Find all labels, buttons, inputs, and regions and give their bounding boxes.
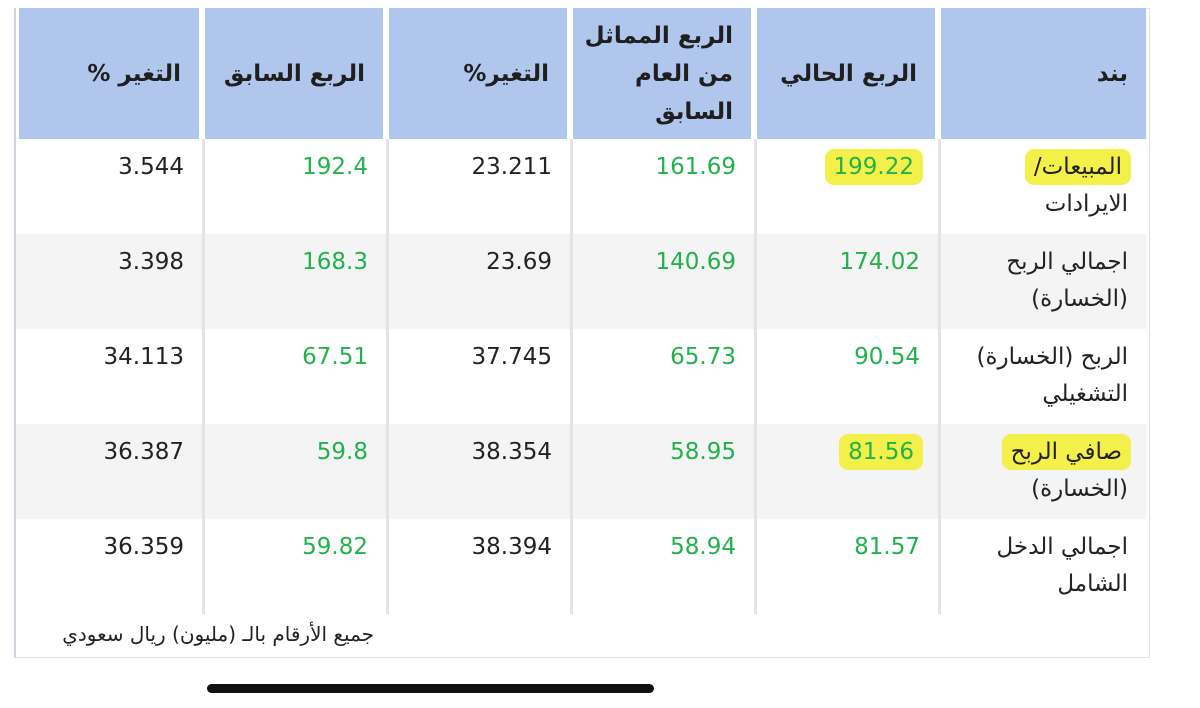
header-change-qoq: التغير %: [16, 8, 202, 139]
header-change-yoy: التغير%: [386, 8, 570, 139]
change-qoq-value: 3.398: [16, 234, 202, 329]
current-quarter-value: 174.02: [754, 234, 938, 329]
change-yoy-value: 23.69: [386, 234, 570, 329]
change-qoq-value: 36.387: [16, 424, 202, 519]
change-yoy-value: 23.211: [386, 139, 570, 234]
change-qoq-value: 36.359: [103, 534, 184, 560]
currency-footnote: جميع الأرقام بالـ (مليون) ريال سعودي: [62, 622, 374, 646]
row-label-rest: (الخسارة): [1031, 476, 1128, 502]
highlighted-label: صافي الربح: [1004, 437, 1128, 467]
previous-quarter-value: 168.3: [202, 234, 386, 329]
same-quarter-last-year-value: 140.69: [570, 234, 754, 329]
header-previous-quarter: الربع السابق: [202, 8, 386, 139]
table-row: اجمالي الربح (الخسارة) 174.02 140.69 23.…: [16, 234, 1146, 329]
row-label-rest: الايرادات: [1044, 191, 1128, 217]
row-label: صافي الربح (الخسارة): [938, 424, 1146, 519]
previous-quarter-value: 59.82: [202, 519, 386, 614]
row-label: اجمالي الدخل الشامل: [938, 519, 1146, 614]
change-yoy-value: 38.394: [386, 519, 570, 614]
table-header-row: بند الربع الحالي الربع المماثل من العام …: [16, 8, 1146, 139]
header-same-quarter-last-year: الربع المماثل من العام السابق: [570, 8, 754, 139]
highlighted-label: المبيعات/: [1027, 152, 1128, 182]
header-item: بند: [938, 8, 1146, 139]
previous-quarter-value: 192.4: [202, 139, 386, 234]
change-yoy-value: 38.354: [386, 424, 570, 519]
previous-quarter-value: 59.8: [202, 424, 386, 519]
table-row: الربح (الخسارة) التشغيلي 90.54 65.73 37.…: [16, 329, 1146, 424]
same-quarter-last-year-value: 58.94: [570, 519, 754, 614]
current-quarter-value: 81.56: [754, 424, 938, 519]
change-qoq-value: 34.113: [103, 344, 184, 370]
row-label: المبيعات/الايرادات: [938, 139, 1146, 234]
highlighted-value: 199.22: [827, 152, 920, 182]
table-row: المبيعات/الايرادات 199.22 161.69 23.211 …: [16, 139, 1146, 234]
change-yoy-value: 37.745: [386, 329, 570, 424]
highlighted-value: 81.56: [842, 437, 920, 467]
change-qoq-value: 3.544: [118, 154, 184, 180]
same-quarter-last-year-value: 65.73: [570, 329, 754, 424]
header-current-quarter: الربع الحالي: [754, 8, 938, 139]
current-quarter-value: 90.54: [754, 329, 938, 424]
row-label: اجمالي الربح (الخسارة): [938, 234, 1146, 329]
table-row: اجمالي الدخل الشامل 81.57 58.94 38.394 5…: [16, 519, 1146, 614]
financial-table: بند الربع الحالي الربع المماثل من العام …: [16, 8, 1146, 614]
same-quarter-last-year-value: 58.95: [570, 424, 754, 519]
row-label: الربح (الخسارة) التشغيلي: [938, 329, 1146, 424]
same-quarter-last-year-value: 161.69: [570, 139, 754, 234]
current-quarter-value: 81.57: [754, 519, 938, 614]
table-row: صافي الربح (الخسارة) 81.56 58.95 38.354 5…: [16, 424, 1146, 519]
home-indicator-bar[interactable]: [207, 684, 654, 693]
previous-quarter-value: 67.51: [202, 329, 386, 424]
current-quarter-value: 199.22: [754, 139, 938, 234]
